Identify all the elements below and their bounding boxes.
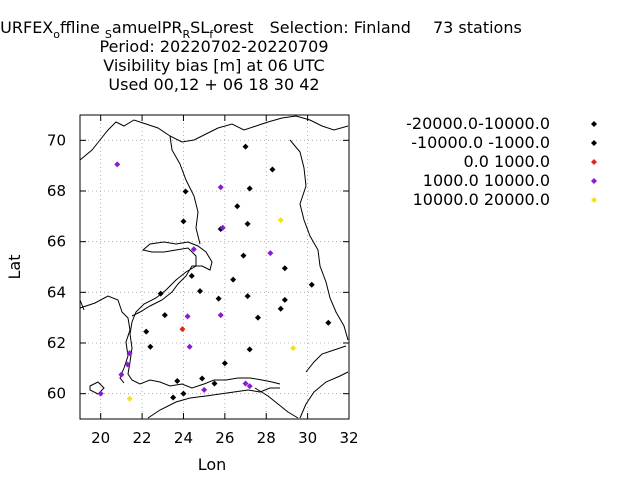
data-point [199, 375, 206, 382]
data-point [126, 350, 133, 357]
data-point [124, 361, 131, 368]
data-point [201, 386, 208, 393]
data-point [269, 166, 276, 173]
data-point [174, 378, 181, 384]
legend-label: -10000.0 -1000.0 [411, 133, 550, 152]
x-tick-label: 24 [174, 429, 193, 447]
data-point [246, 383, 253, 390]
data-point [230, 276, 237, 283]
data-point [219, 224, 226, 231]
data-point [281, 296, 288, 303]
legend-marker [591, 121, 597, 127]
data-point [325, 319, 332, 326]
data-point [197, 288, 204, 295]
legend-marker [591, 197, 597, 203]
legend-label: -20000.0-10000.0 [406, 114, 550, 133]
y-tick-label: 60 [47, 385, 66, 403]
coastline-map [79, 115, 349, 419]
title-line-4: Used 00,12 + 06 18 30 42 [108, 75, 319, 94]
data-point [290, 345, 297, 352]
y-tick-label: 66 [47, 233, 66, 251]
data-point [254, 314, 261, 321]
data-point [211, 380, 218, 387]
data-point [234, 203, 241, 210]
data-point [240, 252, 247, 259]
y-tick-label: 62 [47, 334, 66, 352]
data-point [267, 250, 274, 257]
data-point [179, 326, 186, 333]
legend-marker [591, 159, 597, 165]
data-point [180, 390, 187, 397]
x-axis-ticks: 20 22 24 26 28 30 32 [91, 115, 359, 447]
x-tick-label: 26 [215, 429, 234, 447]
title-line-2: Period: 20220702-20220709 [99, 37, 328, 56]
data-point [184, 313, 191, 320]
legend: -20000.0-10000.0-10000.0 -1000.00.0 1000… [406, 114, 597, 209]
data-point [147, 343, 154, 350]
data-point [308, 281, 315, 288]
chart-title: SURFEXofflineSamuelPRRSLforestSelection:… [0, 18, 522, 94]
x-tick-label: 22 [133, 429, 152, 447]
plot-area: 20 22 24 26 28 30 32 60 62 64 66 68 70 [47, 114, 359, 447]
y-tick-label: 68 [47, 182, 66, 200]
data-point [246, 346, 253, 353]
x-tick-label: 32 [339, 429, 358, 447]
data-point [242, 380, 249, 387]
legend-marker [591, 178, 597, 184]
data-point [170, 394, 177, 401]
data-point [244, 293, 251, 300]
data-point [186, 343, 193, 350]
data-point [118, 371, 125, 378]
legend-label: 0.0 1000.0 [463, 152, 550, 171]
data-point [161, 312, 168, 319]
data-point [242, 143, 249, 150]
data-point [182, 188, 189, 195]
data-point [190, 246, 197, 253]
data-point [244, 220, 251, 227]
y-tick-label: 70 [47, 131, 66, 149]
data-point [281, 265, 288, 272]
data-point [217, 184, 224, 191]
data-point [246, 185, 253, 192]
data-point [157, 290, 164, 297]
x-axis-label: Lon [198, 455, 227, 474]
plot-frame [79, 114, 350, 420]
data-points [97, 143, 332, 402]
y-tick-label: 64 [47, 283, 66, 301]
data-point [97, 390, 104, 397]
legend-marker [591, 140, 597, 146]
data-point [188, 272, 195, 279]
data-point [180, 218, 187, 225]
legend-label: 10000.0 20000.0 [413, 190, 550, 209]
y-axis-ticks: 60 62 64 66 68 70 [47, 131, 349, 403]
data-point [277, 217, 284, 224]
data-point [143, 328, 150, 335]
data-point [114, 161, 121, 168]
data-point [215, 295, 222, 302]
legend-label: 1000.0 10000.0 [423, 171, 550, 190]
x-tick-label: 28 [257, 429, 276, 447]
data-point [221, 360, 228, 367]
y-axis-label: Lat [5, 255, 24, 280]
x-tick-label: 30 [298, 429, 317, 447]
data-point [126, 395, 133, 402]
title-line-1: SURFEXofflineSamuelPRRSLforestSelection:… [0, 18, 522, 41]
data-point [277, 305, 284, 312]
title-line-3: Visibility bias [m] at 06 UTC [103, 56, 324, 75]
data-point [217, 312, 224, 319]
x-tick-label: 20 [91, 429, 110, 447]
